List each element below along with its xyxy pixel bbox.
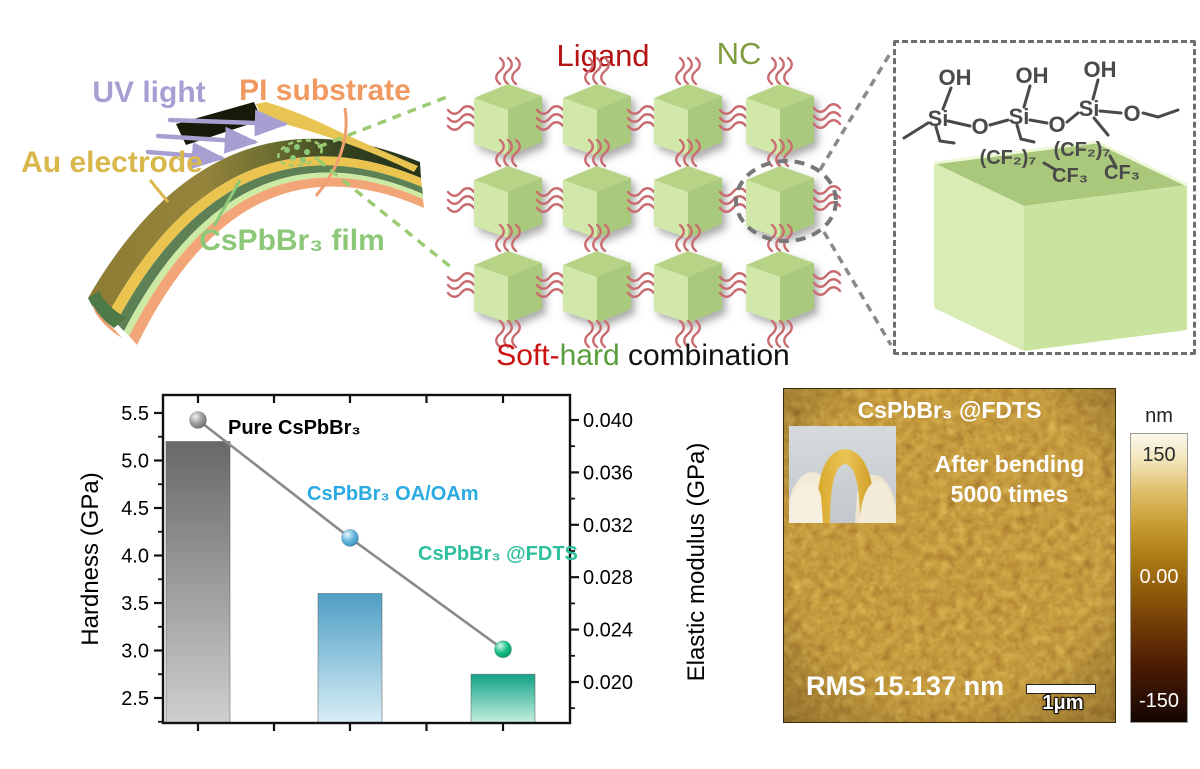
svg-text:0.032: 0.032 bbox=[583, 515, 633, 537]
series-annotation: CsPbBr₃ @FDTS bbox=[418, 543, 578, 565]
scale-bar-label: 1μm bbox=[1042, 692, 1084, 714]
fdts-cube bbox=[933, 140, 1188, 351]
nc-array-panel: Ligand NC Soft-hard combination bbox=[448, 36, 840, 372]
colorbar-unit: nm bbox=[1145, 405, 1173, 427]
svg-text:4.0: 4.0 bbox=[121, 546, 149, 568]
finger-left-front bbox=[789, 480, 823, 523]
hardness-modulus-chart: 2.5 3.0 3.5 4.0 4.5 5.0 5.5 0.020 0.024 0.028 0.03… bbox=[77, 393, 710, 731]
soft-hard-caption: Soft-hard combination bbox=[496, 339, 790, 372]
fdts-structure-panel: OH OH OH Si Si Si O O O (CF₂)₇ (CF₂)₇ CF… bbox=[893, 40, 1196, 355]
right-axis-title: Elastic modulus (GPa) bbox=[683, 443, 710, 682]
dark-green-layer bbox=[116, 165, 423, 331]
device-gold-rim bbox=[256, 102, 418, 172]
cf3-label: CF₃ bbox=[1104, 162, 1140, 184]
o-label: O bbox=[1048, 112, 1065, 137]
uv-arrows bbox=[145, 109, 289, 170]
bent-film-inset-photo bbox=[789, 426, 896, 523]
svg-text:5.5: 5.5 bbox=[121, 403, 149, 425]
cf2-label: (CF₂)₇ bbox=[1054, 139, 1111, 161]
colorbar-max: 150 bbox=[1142, 444, 1176, 466]
cspbbr3-film-label: CsPbBr₃ film bbox=[199, 224, 385, 257]
fdts-structure-drawing: OH OH OH Si Si Si O O O (CF₂)₇ (CF₂)₇ CF… bbox=[902, 57, 1188, 351]
nc-zoom-circle bbox=[734, 159, 838, 243]
zoom-connectors bbox=[316, 51, 893, 346]
cf2-label: (CF₂)₇ bbox=[980, 147, 1037, 169]
left-axis-title: Hardness (GPa) bbox=[77, 472, 104, 645]
fdts-bonds bbox=[902, 78, 1180, 172]
si-label: Si bbox=[1009, 104, 1030, 129]
bent-film bbox=[816, 449, 875, 523]
uv-light-label: UV light bbox=[92, 76, 205, 109]
afm-note-line1: After bending bbox=[934, 451, 1085, 477]
svg-text:3.5: 3.5 bbox=[121, 593, 149, 615]
afm-rms-label: RMS 15.137 nm bbox=[806, 671, 1005, 701]
svg-text:5.0: 5.0 bbox=[121, 451, 149, 473]
film-nc-dots bbox=[284, 144, 310, 163]
au-layer bbox=[108, 156, 422, 323]
scale-bar bbox=[1026, 684, 1096, 694]
cf3-label: CF₃ bbox=[1052, 165, 1088, 187]
o-label: O bbox=[1123, 101, 1140, 126]
afm-title: CsPbBr₃ @FDTS bbox=[857, 397, 1042, 423]
au-leader-line bbox=[148, 179, 170, 203]
top-panels: UV light PI substrate Au electrode CsPbB… bbox=[21, 36, 893, 372]
pi-substrate-label: PI substrate bbox=[239, 74, 411, 107]
device-schematic: UV light PI substrate Au electrode CsPbB… bbox=[21, 74, 424, 345]
caption-soft: Soft- bbox=[496, 339, 559, 372]
svg-text:0.024: 0.024 bbox=[583, 620, 633, 642]
caption-hard: hard bbox=[560, 339, 620, 372]
svg-text:0.020: 0.020 bbox=[583, 672, 633, 694]
svg-text:4.5: 4.5 bbox=[121, 498, 149, 520]
svg-text:0.028: 0.028 bbox=[583, 567, 633, 589]
nc-cube-grid bbox=[448, 58, 840, 347]
colorbar-mid: 0.00 bbox=[1139, 566, 1179, 588]
series-annotation: CsPbBr₃ OA/OAm bbox=[307, 483, 479, 505]
finger-right-front bbox=[859, 480, 896, 523]
svg-text:2.5: 2.5 bbox=[121, 688, 149, 710]
svg-text:3.0: 3.0 bbox=[121, 641, 149, 663]
film-leader-line bbox=[212, 179, 242, 227]
colorbar-min: -150 bbox=[1138, 690, 1180, 712]
si-label: Si bbox=[1079, 96, 1100, 121]
pi-layer bbox=[129, 177, 424, 345]
fdts-atom-labels: OH OH OH Si Si Si O O O (CF₂)₇ (CF₂)₇ CF… bbox=[928, 57, 1141, 187]
afm-colorbar bbox=[1130, 433, 1188, 723]
svg-text:0.036: 0.036 bbox=[583, 462, 633, 484]
caption-rest: combination bbox=[620, 339, 790, 372]
nc-label: NC bbox=[717, 36, 762, 71]
afm-panel: CsPbBr₃ @FDTS After bending 5000 times R… bbox=[783, 388, 1116, 723]
series-annotation: Pure CsPbBr₃ bbox=[228, 417, 361, 439]
au-electrode-label: Au electrode bbox=[21, 146, 203, 179]
ligand-label: Ligand bbox=[556, 38, 649, 73]
oh-label: OH bbox=[1016, 63, 1049, 88]
oh-label: OH bbox=[939, 65, 972, 90]
pi-leader-line bbox=[314, 107, 348, 197]
afm-note-line2: 5000 times bbox=[950, 481, 1069, 507]
oh-label: OH bbox=[1084, 57, 1117, 82]
svg-text:0.040: 0.040 bbox=[583, 410, 633, 432]
film-zoom-ellipse bbox=[277, 139, 323, 167]
device-end-green bbox=[88, 291, 126, 328]
si-label: Si bbox=[928, 106, 949, 131]
o-label: O bbox=[971, 114, 988, 139]
